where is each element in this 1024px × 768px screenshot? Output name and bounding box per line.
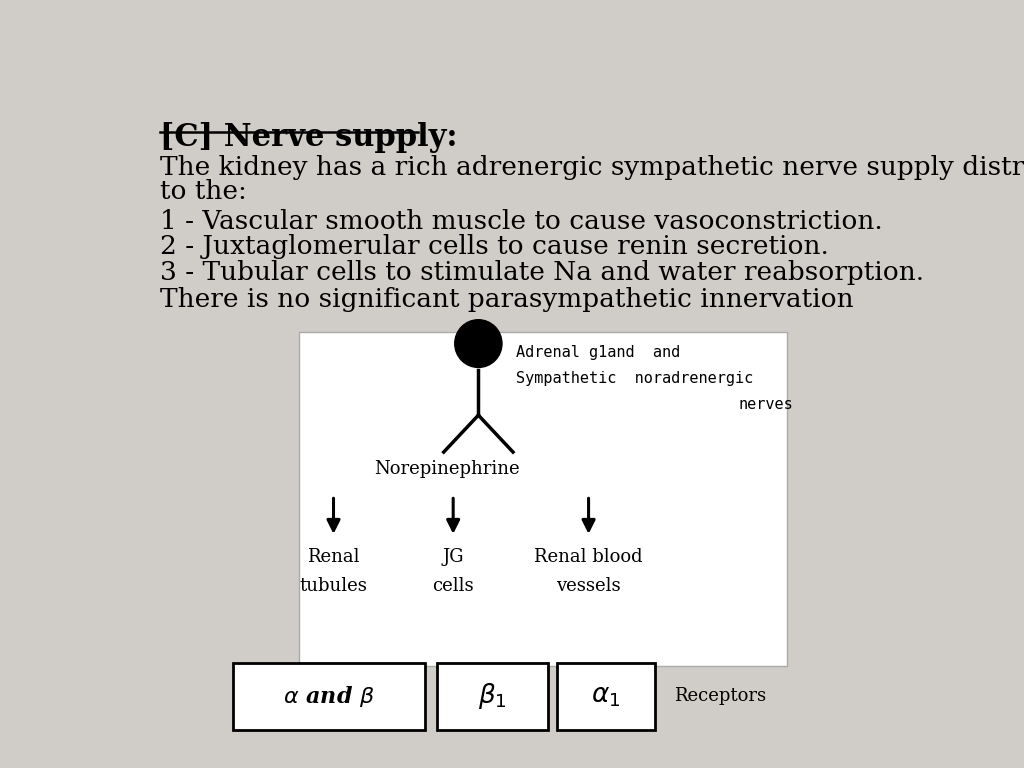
Ellipse shape [455,319,502,367]
Text: nerves: nerves [738,397,794,412]
Bar [232,663,425,730]
Bar [299,332,786,666]
Text: $\alpha_1$: $\alpha_1$ [591,684,621,709]
Text: Sympathetic  noradrenergic: Sympathetic noradrenergic [516,371,754,386]
Text: 3 - Tubular cells to stimulate Na and water reabsorption.: 3 - Tubular cells to stimulate Na and wa… [160,260,924,285]
Text: to the:: to the: [160,179,247,204]
Text: Receptors: Receptors [674,687,766,705]
Text: $\beta_1$: $\beta_1$ [478,681,507,711]
Text: The kidney has a rich adrenergic sympathetic nerve supply distributed: The kidney has a rich adrenergic sympath… [160,155,1024,180]
Text: Norepinephrine: Norepinephrine [375,461,520,478]
Text: Renal: Renal [307,548,359,565]
Text: 2 - Juxtaglomerular cells to cause renin secretion.: 2 - Juxtaglomerular cells to cause renin… [160,234,828,259]
Text: Adrenal g1and  and: Adrenal g1and and [516,345,680,359]
Bar [557,663,654,730]
Text: Renal blood: Renal blood [535,548,643,565]
Text: There is no significant parasympathetic innervation: There is no significant parasympathetic … [160,287,853,313]
Text: [C] Nerve supply:: [C] Nerve supply: [160,121,458,153]
Bar [437,663,548,730]
Text: tubules: tubules [300,577,368,594]
Text: 1 - Vascular smooth muscle to cause vasoconstriction.: 1 - Vascular smooth muscle to cause vaso… [160,209,883,233]
Text: JG: JG [442,548,464,565]
Text: $\alpha$ and $\beta$: $\alpha$ and $\beta$ [283,684,375,709]
Text: cells: cells [432,577,474,594]
Text: vessels: vessels [556,577,621,594]
